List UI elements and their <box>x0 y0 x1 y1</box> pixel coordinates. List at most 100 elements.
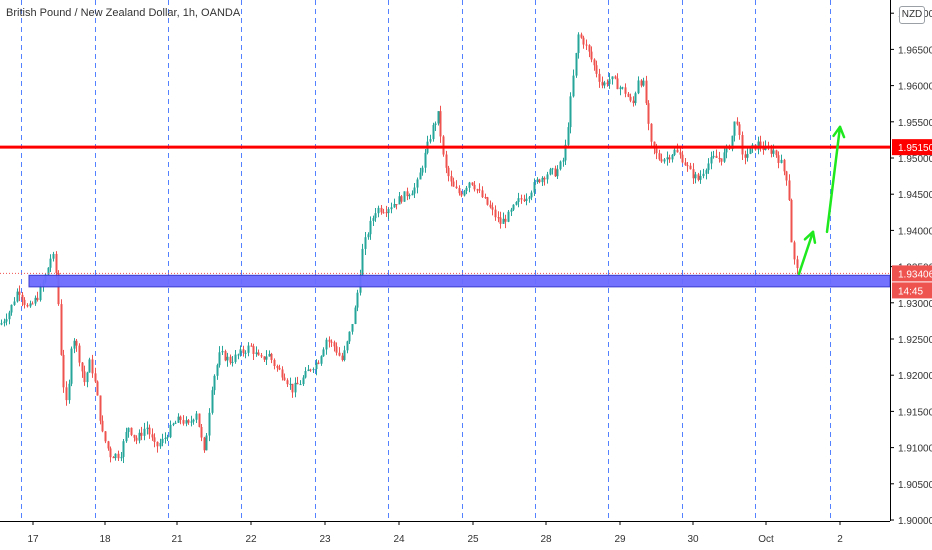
candle-body <box>647 103 650 124</box>
time-tick-label: 21 <box>171 534 183 545</box>
time-axis[interactable]: 17 18 21 22 23 24 25 28 29 30 Oct 2 <box>27 521 843 545</box>
candle-body <box>252 346 255 354</box>
last-price-tag-bg <box>892 265 932 282</box>
candle-body <box>796 259 799 269</box>
price-tags: 1.95150 1.93406 14:45 <box>892 139 932 299</box>
time-tick-label: 17 <box>27 534 39 545</box>
candle-body <box>460 193 463 196</box>
candle-body <box>390 207 393 210</box>
price-tick-label: 1.96000 <box>898 82 932 93</box>
candle-body <box>458 188 461 194</box>
candle-body <box>281 369 284 378</box>
candle-body <box>725 146 728 153</box>
candle-body <box>577 34 580 53</box>
candle-body <box>673 149 676 155</box>
candle-body <box>273 359 276 367</box>
candle-body <box>757 141 760 150</box>
candle-body <box>239 349 242 355</box>
candle-body <box>406 191 409 197</box>
candle-body <box>398 196 401 205</box>
candle-body <box>731 135 734 150</box>
candle-body <box>234 354 237 362</box>
candle-body <box>242 349 245 353</box>
candle-body <box>96 381 99 396</box>
candle-body <box>382 212 385 214</box>
candle-body <box>692 169 695 179</box>
candle-body <box>47 267 50 275</box>
candle-body <box>556 169 559 177</box>
candle-body <box>380 207 383 213</box>
candle-body <box>432 125 435 140</box>
candle-body <box>489 204 492 208</box>
candle-body <box>445 154 448 168</box>
candle-body <box>676 149 679 153</box>
candle-body <box>356 292 359 308</box>
price-tick-label: 1.90500 <box>898 480 932 491</box>
candle-body <box>107 441 110 449</box>
candle-body <box>153 437 156 442</box>
time-tick-label: 23 <box>319 534 331 545</box>
candle-body <box>681 154 684 163</box>
candle-body <box>177 416 180 423</box>
time-tick-label: 22 <box>245 534 257 545</box>
candle-body <box>247 345 250 353</box>
candle-body <box>588 45 591 52</box>
candle-body <box>567 127 570 145</box>
candle-body <box>478 189 481 191</box>
candle-body <box>68 383 71 401</box>
forecast-arrow-head <box>832 125 846 139</box>
candle-body <box>572 75 575 97</box>
candle-body <box>733 121 736 136</box>
candle-body <box>442 136 445 155</box>
candle-body <box>744 154 747 158</box>
candle-body <box>510 209 513 212</box>
candle-body <box>476 189 479 191</box>
candle-body <box>590 51 593 60</box>
candle-body <box>393 204 396 208</box>
candle-body <box>549 169 552 175</box>
candle-body <box>299 384 302 386</box>
candle-body <box>413 187 416 194</box>
price-tick-label: 1.95500 <box>898 118 932 129</box>
candle-body <box>718 157 721 159</box>
candle-body <box>91 359 94 374</box>
candle-body <box>270 353 273 360</box>
candle-body <box>169 424 172 438</box>
candle-body <box>429 139 432 142</box>
price-tick-label: 1.90000 <box>898 516 932 527</box>
candle-body <box>200 426 203 438</box>
candle-body <box>437 111 440 124</box>
candle-body <box>260 355 263 357</box>
candle-body <box>151 434 154 438</box>
candle-body <box>203 437 206 451</box>
candle-body <box>294 382 297 393</box>
candle-body <box>660 159 663 162</box>
candle-body <box>715 155 718 158</box>
candle-body <box>447 167 450 177</box>
candle-body <box>5 319 8 322</box>
price-tick-label: 1.91000 <box>898 444 932 455</box>
resistance-price-tag-bg <box>892 139 932 156</box>
candle-body <box>452 181 455 187</box>
candle-body <box>738 124 741 136</box>
currency-badge[interactable]: NZD <box>899 6 925 24</box>
candle-body <box>312 369 315 371</box>
candle-body <box>385 212 388 214</box>
candle-body <box>595 65 598 74</box>
candle-body <box>637 80 640 94</box>
candle-body <box>117 453 120 459</box>
candle-body <box>265 356 268 360</box>
candle-body <box>218 352 221 366</box>
candle-body <box>710 157 713 164</box>
candle-body <box>286 380 289 385</box>
candle-body <box>263 356 266 360</box>
candle-body <box>408 195 411 197</box>
candle-body <box>663 159 666 162</box>
candle-body <box>335 346 338 353</box>
candle-body <box>395 204 398 206</box>
candle-body <box>770 148 773 154</box>
candle-body <box>221 351 224 353</box>
candle-body <box>166 437 169 439</box>
candlestick-series <box>0 32 799 464</box>
